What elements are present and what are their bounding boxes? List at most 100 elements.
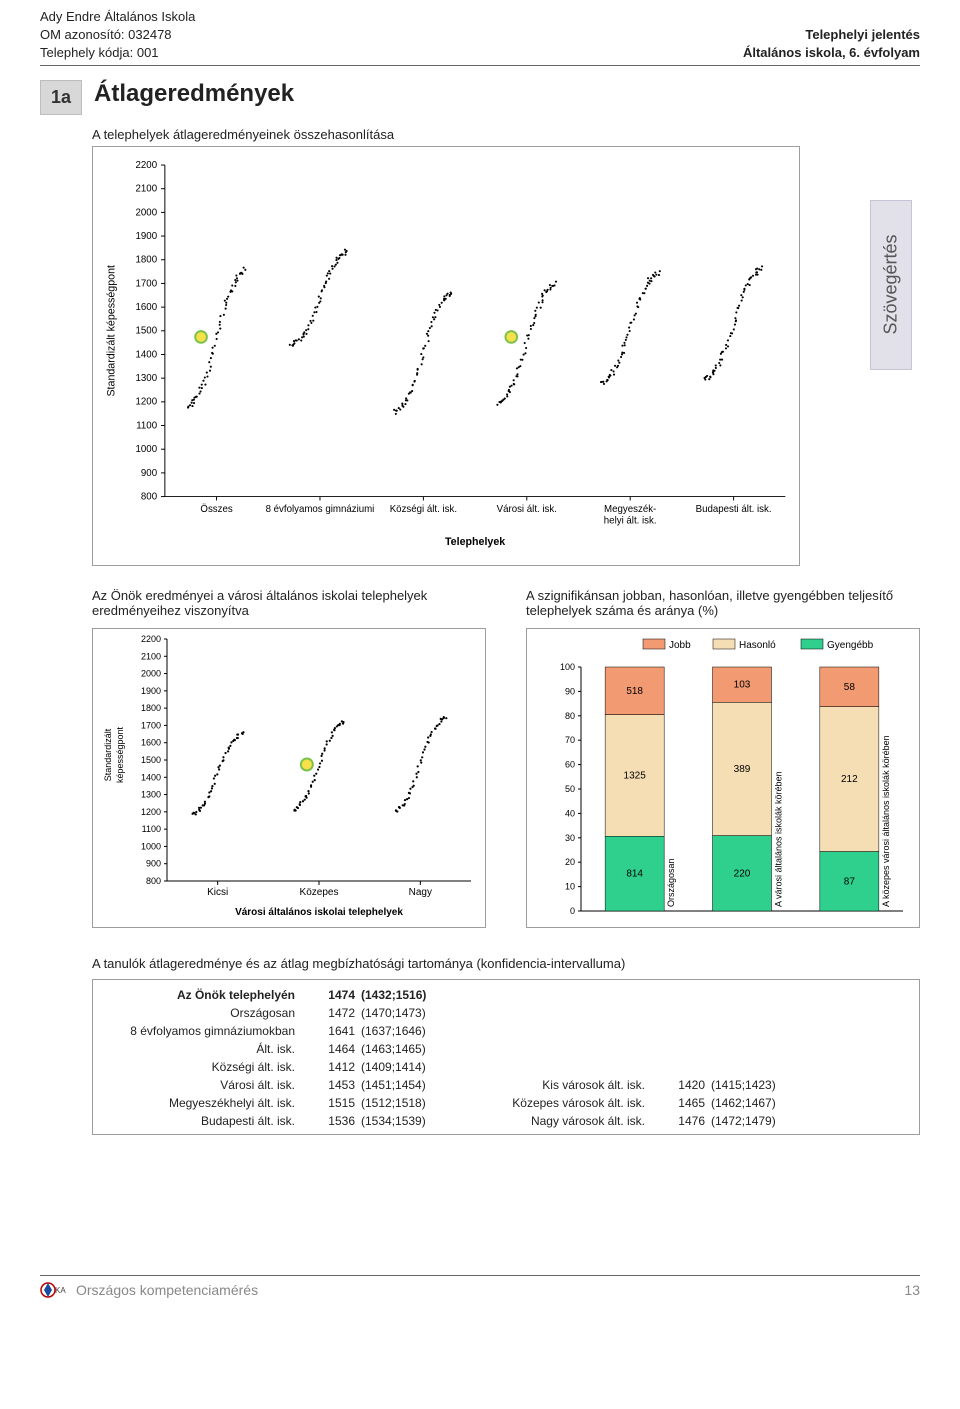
svg-text:58: 58 <box>844 681 856 692</box>
svg-text:Kicsi: Kicsi <box>207 887 228 898</box>
svg-text:60: 60 <box>565 759 575 769</box>
conf-row-label2: Kis városok ált. isk. <box>465 1078 655 1092</box>
svg-text:2000: 2000 <box>141 668 161 678</box>
svg-text:Nagy: Nagy <box>409 887 432 898</box>
conf-row-mean2: 1420 <box>655 1078 705 1092</box>
svg-text:KA: KA <box>55 1286 66 1295</box>
conf-row-label: Városi ált. isk. <box>105 1078 305 1092</box>
chart1-subtitle: A telephelyek átlageredményeinek összeha… <box>92 127 920 142</box>
svg-text:10: 10 <box>565 881 575 891</box>
conf-row-label: Községi ált. isk. <box>105 1060 305 1074</box>
svg-text:Összes: Összes <box>200 504 232 515</box>
svg-text:Standardizált képességpont: Standardizált képességpont <box>105 265 117 397</box>
svg-text:8 évfolyamos gimnáziumi: 8 évfolyamos gimnáziumi <box>266 504 375 515</box>
conf-row-ci: (1451;1454) <box>355 1078 465 1092</box>
conf-row-mean: 1474 <box>305 988 355 1002</box>
conf-row-label: Ált. isk. <box>105 1042 305 1056</box>
svg-text:40: 40 <box>565 808 575 818</box>
chart1-svg: 8009001000110012001300140015001600170018… <box>97 151 795 561</box>
svg-text:87: 87 <box>844 876 856 887</box>
chart2-svg: 8009001000110012001300140015001600170018… <box>97 633 481 923</box>
svg-text:Budapesti ált. isk.: Budapesti ált. isk. <box>696 504 772 515</box>
chart1-container: 8009001000110012001300140015001600170018… <box>92 146 800 566</box>
svg-text:1700: 1700 <box>141 720 161 730</box>
svg-text:1200: 1200 <box>136 396 158 407</box>
svg-text:A közepes városi általános isk: A közepes városi általános iskolák köréb… <box>881 735 891 907</box>
svg-text:80: 80 <box>565 710 575 720</box>
conf-row-ci2: (1472;1479) <box>705 1114 815 1128</box>
svg-text:1100: 1100 <box>142 824 161 834</box>
svg-text:2200: 2200 <box>136 159 158 170</box>
svg-text:20: 20 <box>565 857 575 867</box>
svg-text:Országosan: Országosan <box>666 858 676 907</box>
svg-text:Jobb: Jobb <box>669 640 691 651</box>
svg-text:1600: 1600 <box>141 737 161 747</box>
svg-text:1000: 1000 <box>136 444 158 455</box>
svg-text:1800: 1800 <box>136 254 158 265</box>
conf-row-label: Az Önök telephelyén <box>105 988 305 1002</box>
page-title: Átlageredmények <box>94 80 294 108</box>
conf-row-mean: 1472 <box>305 1006 355 1020</box>
svg-text:A városi általános iskolák kör: A városi általános iskolák körében <box>774 771 784 907</box>
conf-row-ci: (1463;1465) <box>355 1042 465 1056</box>
svg-text:50: 50 <box>565 784 575 794</box>
conf-row-mean: 1536 <box>305 1114 355 1128</box>
svg-text:Telephelyek: Telephelyek <box>445 536 505 548</box>
conf-row-ci: (1432;1516) <box>355 988 465 1002</box>
svg-text:1500: 1500 <box>136 325 158 336</box>
conf-row-mean: 1453 <box>305 1078 355 1092</box>
svg-text:2200: 2200 <box>141 634 161 644</box>
svg-text:900: 900 <box>141 467 158 478</box>
svg-text:1900: 1900 <box>141 685 161 695</box>
page-header: Ady Endre Általános Iskola OM azonosító:… <box>40 8 920 66</box>
section-badge: 1a <box>40 80 82 115</box>
conf-row-mean: 1412 <box>305 1060 355 1074</box>
conf-row-mean2: 1476 <box>655 1114 705 1128</box>
svg-text:1200: 1200 <box>141 806 161 816</box>
conf-row-mean: 1641 <box>305 1024 355 1038</box>
svg-text:800: 800 <box>146 876 161 886</box>
svg-text:0: 0 <box>570 906 575 916</box>
svg-text:1700: 1700 <box>136 278 158 289</box>
footer-text: Országos kompetenciamérés <box>76 1282 258 1298</box>
svg-text:1600: 1600 <box>136 302 158 313</box>
conf-row-ci: (1512;1518) <box>355 1096 465 1110</box>
report-type: Telephelyi jelentés <box>743 26 920 44</box>
conf-row-ci: (1470;1473) <box>355 1006 465 1020</box>
svg-text:220: 220 <box>734 868 751 879</box>
chart3-svg: JobbHasonlóGyengébb010203040506070809010… <box>531 633 915 923</box>
svg-text:1325: 1325 <box>624 770 647 781</box>
chart2-heading: Az Önök eredményei a városi általános is… <box>92 588 486 622</box>
svg-text:Városi ált. isk.: Városi ált. isk. <box>497 504 557 515</box>
conf-row-ci2: (1462;1467) <box>705 1096 815 1110</box>
conf-row-label: Megyeszékhelyi ált. isk. <box>105 1096 305 1110</box>
svg-text:814: 814 <box>626 868 643 879</box>
conf-row-label: Budapesti ált. isk. <box>105 1114 305 1128</box>
chart3-container: JobbHasonlóGyengébb010203040506070809010… <box>526 628 920 928</box>
svg-text:100: 100 <box>560 662 575 672</box>
page-footer: KA Országos kompetenciamérés 13 <box>40 1275 920 1300</box>
svg-text:Megyeszék-: Megyeszék- <box>604 504 656 515</box>
svg-text:1400: 1400 <box>141 772 161 782</box>
svg-text:2100: 2100 <box>136 183 158 194</box>
grade-level: Általános iskola, 6. évfolyam <box>743 44 920 62</box>
svg-text:1500: 1500 <box>141 755 161 765</box>
svg-text:1300: 1300 <box>136 373 158 384</box>
svg-text:Közepes: Közepes <box>300 887 339 898</box>
svg-text:1000: 1000 <box>141 841 161 851</box>
conf-row-mean: 1515 <box>305 1096 355 1110</box>
svg-text:1300: 1300 <box>141 789 161 799</box>
conf-row-ci: (1409;1414) <box>355 1060 465 1074</box>
chart3-heading: A szignifikánsan jobban, hasonlóan, ille… <box>526 588 920 622</box>
page-number: 13 <box>904 1282 920 1298</box>
svg-text:helyi ált. isk.: helyi ált. isk. <box>604 515 657 526</box>
svg-text:90: 90 <box>565 686 575 696</box>
svg-text:70: 70 <box>565 735 575 745</box>
site-code: Telephely kódja: 001 <box>40 44 195 62</box>
om-id: OM azonosító: 032478 <box>40 26 195 44</box>
school-name: Ady Endre Általános Iskola <box>40 8 195 26</box>
conf-row-label: Országosan <box>105 1006 305 1020</box>
conf-row-ci2: (1415;1423) <box>705 1078 815 1092</box>
conf-row-mean2: 1465 <box>655 1096 705 1110</box>
svg-text:képességpont: képességpont <box>115 726 125 783</box>
